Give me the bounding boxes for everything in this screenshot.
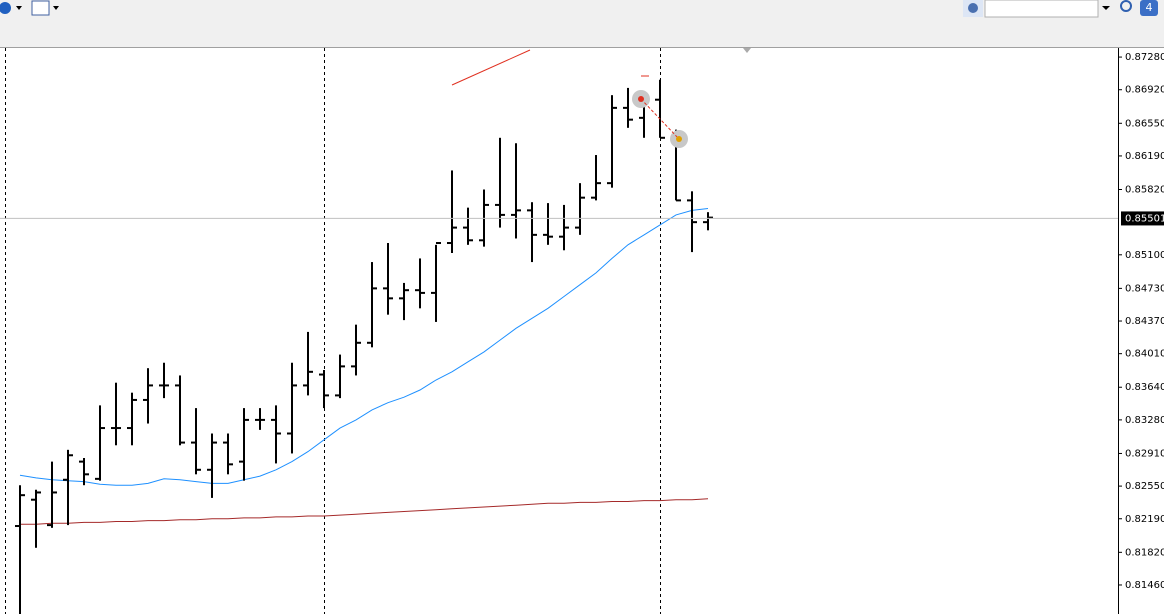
y-tick-label: 0.81460 xyxy=(1125,580,1164,591)
dropdown-arrow[interactable] xyxy=(53,6,59,10)
y-tick-label: 0.86920 xyxy=(1125,85,1164,96)
y-tick-label: 0.82190 xyxy=(1125,514,1164,525)
y-tick-label: 0.83640 xyxy=(1125,382,1164,393)
y-tick-label: 0.82550 xyxy=(1125,481,1164,492)
trade-link xyxy=(640,98,680,140)
y-tick-label: 0.87280 xyxy=(1125,52,1164,63)
settings-icon xyxy=(968,3,978,13)
y-tick-label: 0.85100 xyxy=(1125,250,1164,261)
y-tick-label: 0.83280 xyxy=(1125,415,1164,426)
y-tick-label: 0.86550 xyxy=(1125,118,1164,129)
dropdown-arrow[interactable] xyxy=(1102,6,1110,10)
y-tick-label: 0.84730 xyxy=(1125,283,1164,294)
clock-button[interactable] xyxy=(0,2,11,14)
y-tick-label: 0.86190 xyxy=(1125,151,1164,162)
y-tick-label: 0.84010 xyxy=(1125,349,1164,360)
search-button[interactable] xyxy=(1120,0,1132,12)
shift-marker xyxy=(743,48,751,53)
trade-dot xyxy=(676,136,682,142)
moving-average xyxy=(19,208,709,486)
search-box[interactable] xyxy=(984,0,1099,18)
y-tick-label: 0.85820 xyxy=(1125,185,1164,196)
moving-average xyxy=(20,498,709,525)
trend-line xyxy=(451,49,531,86)
indicator-button[interactable] xyxy=(31,0,50,16)
trade-dot xyxy=(638,96,644,102)
y-tick-label: 0.84370 xyxy=(1125,316,1164,327)
current-price-box xyxy=(1121,211,1164,226)
badge-count: 4 xyxy=(1146,1,1153,14)
plot xyxy=(0,79,1118,614)
badge[interactable] xyxy=(1140,0,1158,16)
dropdown-arrow[interactable] xyxy=(16,6,22,10)
y-tick-label: 0.82910 xyxy=(1125,448,1164,459)
current-price-label: 0.85501 xyxy=(1125,213,1164,224)
y-tick-label: 0.81820 xyxy=(1125,547,1164,558)
